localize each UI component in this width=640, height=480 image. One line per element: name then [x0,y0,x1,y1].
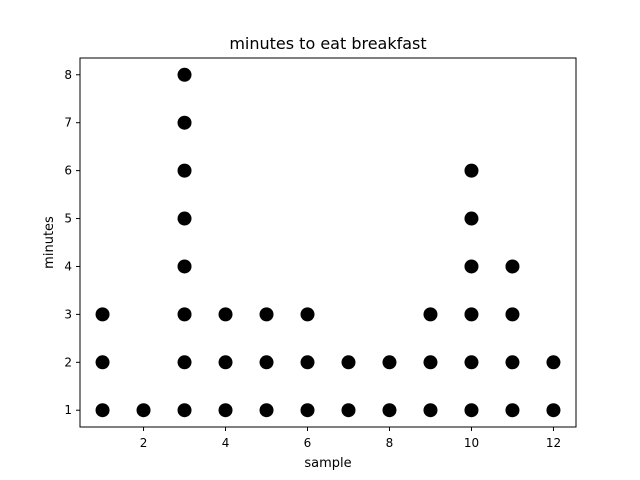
data-point-3-1 [177,403,192,418]
y-tick-label-1: 1 [64,403,72,417]
data-point-10-1 [464,403,479,418]
data-point-10-6 [464,163,479,178]
y-tick-label-8: 8 [64,68,72,82]
data-point-4-1 [218,403,233,418]
data-point-11-4 [505,259,520,274]
data-point-3-5 [177,211,192,226]
data-point-9-1 [423,403,438,418]
data-point-6-1 [300,403,315,418]
data-points [95,67,561,418]
data-point-10-2 [464,355,479,370]
data-point-5-1 [259,403,274,418]
data-point-6-2 [300,355,315,370]
data-point-10-3 [464,307,479,322]
data-point-2-1 [136,403,151,418]
y-axis-ticks: 1 2 3 4 5 6 7 8 [64,68,80,417]
data-point-3-6 [177,163,192,178]
x-axis-label: sample [304,456,351,471]
data-point-10-5 [464,211,479,226]
x-tick-label-12: 12 [546,436,561,450]
x-tick-label-6: 6 [304,436,312,450]
data-point-1-2 [95,355,110,370]
plot-area-frame [79,57,577,428]
data-point-11-3 [505,307,520,322]
data-point-6-3 [300,307,315,322]
data-point-3-3 [177,307,192,322]
data-point-5-2 [259,355,274,370]
data-point-11-1 [505,403,520,418]
y-tick-label-7: 7 [64,116,72,130]
chart-title: minutes to eat breakfast [229,34,426,53]
data-point-12-2 [546,355,561,370]
data-point-10-4 [464,259,479,274]
data-point-3-8 [177,67,192,82]
data-point-1-3 [95,307,110,322]
data-point-12-1 [546,403,561,418]
x-tick-label-8: 8 [386,436,394,450]
data-point-7-2 [341,355,356,370]
y-tick-label-5: 5 [64,212,72,226]
data-point-3-4 [177,259,192,274]
y-axis-label: minutes [42,216,57,269]
x-tick-label-2: 2 [140,436,148,450]
data-point-4-2 [218,355,233,370]
data-point-11-2 [505,355,520,370]
data-point-4-3 [218,307,233,322]
x-tick-label-10: 10 [464,436,479,450]
data-point-1-1 [95,403,110,418]
data-point-7-1 [341,403,356,418]
y-tick-label-3: 3 [64,307,72,321]
y-tick-label-2: 2 [64,355,72,369]
data-point-3-7 [177,115,192,130]
data-point-3-2 [177,355,192,370]
x-tick-label-4: 4 [222,436,230,450]
x-axis-ticks: 2 4 6 8 10 12 [140,427,561,450]
y-tick-label-4: 4 [64,259,72,273]
y-tick-label-6: 6 [64,164,72,178]
data-point-8-1 [382,403,397,418]
data-point-9-3 [423,307,438,322]
data-point-9-2 [423,355,438,370]
data-point-5-3 [259,307,274,322]
data-point-8-2 [382,355,397,370]
